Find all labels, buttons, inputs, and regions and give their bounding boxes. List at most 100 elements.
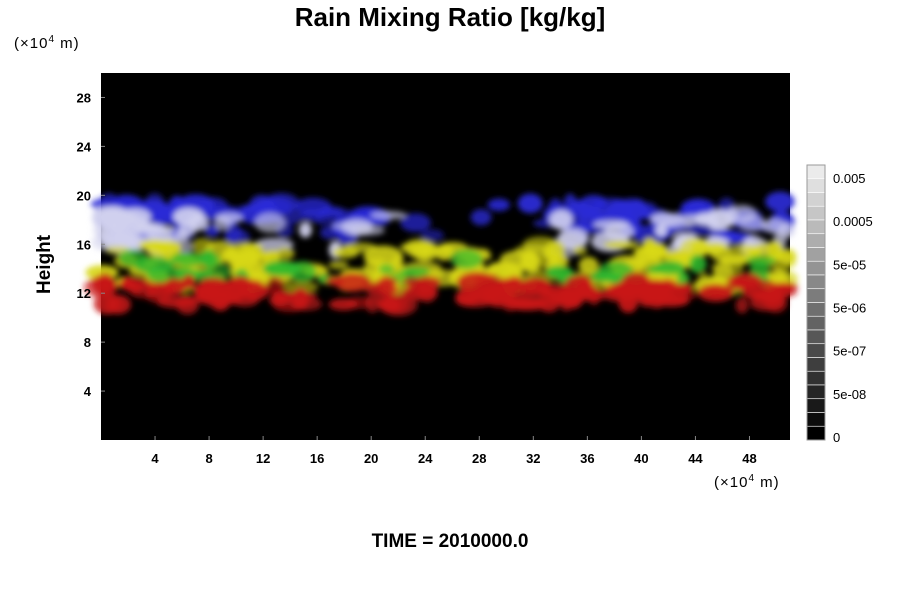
field-blob [130, 223, 167, 233]
field-blob [173, 207, 205, 226]
colorbar-label: 5e-08 [833, 387, 866, 402]
field-blob [288, 261, 317, 283]
y-tick-label: 16 [77, 237, 91, 252]
field-blob [761, 218, 787, 234]
chart-title: Rain Mixing Ratio [kg/kg] [294, 2, 606, 32]
field-blob [578, 256, 599, 274]
field-blob [705, 208, 733, 231]
field-blob [618, 292, 639, 313]
field-blob [192, 283, 210, 297]
colorbar-label: 5e-06 [833, 301, 866, 316]
field-blob [119, 280, 136, 290]
field-blob [178, 222, 198, 236]
field-blob [646, 264, 665, 274]
field-blob [200, 253, 221, 265]
field-blob [283, 281, 319, 293]
y-tick-label: 20 [77, 188, 91, 203]
x-tick-label: 12 [256, 451, 270, 466]
field-blob [170, 251, 210, 266]
colorbar-swatch [806, 329, 826, 345]
colorbar-swatch [806, 247, 826, 262]
field-blob [378, 263, 394, 275]
colorbar-swatch [806, 370, 826, 386]
field-blob [587, 286, 601, 306]
colorbar-swatch [806, 288, 826, 303]
colorbar-frame [806, 164, 826, 441]
colorbar-label: 0.005 [833, 171, 866, 186]
field-blob [418, 248, 431, 260]
field-blob [399, 213, 431, 233]
field-blob [153, 240, 183, 254]
field-blob [90, 274, 117, 296]
field-blob [118, 249, 148, 267]
field-blob [364, 258, 382, 280]
field-blob [328, 298, 358, 311]
field-blob [175, 266, 193, 277]
field-blob [487, 198, 511, 212]
field-blob [303, 291, 318, 301]
colorbar-swatch [806, 302, 826, 317]
field-blob [420, 229, 444, 242]
field-blob [254, 212, 286, 233]
field-blob [738, 215, 766, 232]
field-blob [650, 212, 683, 226]
field-blob [677, 271, 690, 286]
field-blob [688, 254, 707, 274]
y-tick-label: 28 [77, 90, 91, 105]
colorbar-label: 5e-07 [833, 344, 866, 359]
field-blob [235, 283, 249, 300]
field-blob [730, 272, 763, 291]
field-blob [214, 217, 232, 231]
colorbar-swatch [806, 425, 826, 441]
colorbar-label: 0 [833, 430, 840, 445]
x-tick-label: 44 [688, 451, 703, 466]
field-blob [678, 214, 708, 225]
field-blob [375, 292, 394, 309]
field-blob [417, 281, 438, 303]
field-blob [328, 260, 349, 270]
field-blob [550, 209, 574, 231]
colorbar-swatch [806, 357, 826, 372]
field-blob [91, 205, 130, 225]
field-blob [377, 275, 396, 297]
colorbar-swatch [806, 178, 826, 193]
field-blob [200, 277, 226, 287]
field-blob [709, 287, 729, 299]
x-tick-label: 32 [526, 451, 540, 466]
colorbar-swatch [806, 315, 826, 331]
colorbar-swatch [806, 412, 826, 427]
colorbar: 0.005 0.0005 5e-05 5e-06 5e-07 5e-08 0 [806, 164, 873, 445]
y-tick-label: 12 [77, 286, 91, 301]
field-blob [299, 209, 324, 222]
x-tick-label: 24 [418, 451, 433, 466]
field-blob [652, 295, 690, 307]
colorbar-swatch [806, 219, 826, 235]
colorbar-label: 5e-05 [833, 257, 866, 272]
colorbar-swatch [806, 260, 826, 276]
field-blob [204, 262, 232, 281]
field-blob [735, 297, 749, 314]
field-blob [205, 288, 238, 302]
field-blob [517, 193, 543, 214]
x-tick-label: 16 [310, 451, 324, 466]
x-axis-unit: (×104 m) [714, 473, 780, 491]
field-blob [365, 293, 380, 313]
colorbar-label: 0.0005 [833, 214, 873, 229]
x-tick-label: 40 [634, 451, 648, 466]
field-blob [167, 198, 207, 208]
field-blob [232, 252, 269, 274]
field-blob [642, 202, 656, 214]
field-blob [655, 224, 668, 238]
field-blob [370, 210, 407, 220]
colorbar-swatch [806, 343, 826, 358]
field-blob [590, 270, 616, 283]
y-axis-unit: (×104 m) [14, 34, 80, 52]
colorbar-swatch [806, 205, 826, 221]
field-blob [557, 227, 589, 250]
field-blob [105, 294, 132, 315]
colorbar-swatch [806, 233, 826, 248]
field-blob [274, 247, 295, 260]
field-blob [298, 221, 312, 238]
colorbar-swatch [806, 384, 826, 400]
